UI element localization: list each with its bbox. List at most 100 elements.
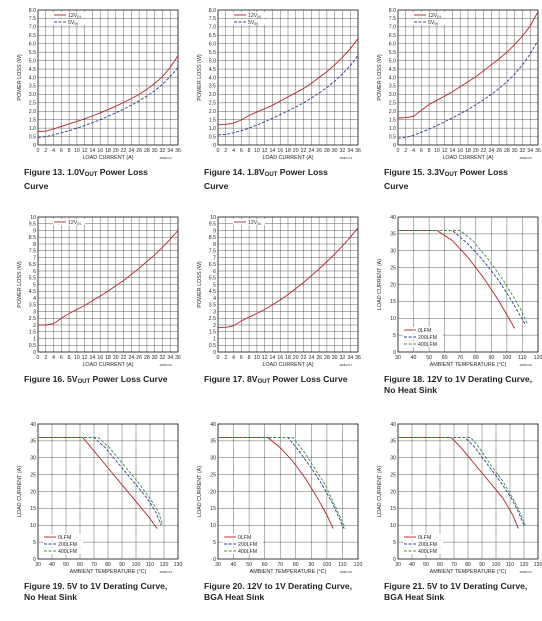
- legend-bg: [403, 341, 443, 347]
- legend-label-subscript: IN: [437, 15, 441, 19]
- figure-code: 4628A F14: [339, 156, 352, 160]
- x-tick-label: 70: [277, 562, 283, 568]
- y-tick-label: 0: [393, 557, 396, 563]
- x-tick-label: 30: [152, 148, 158, 154]
- chart-panel-fig21: 0 5 10 15 20 25 30 35 40 30 40 50 60 70 80 90 100 110 120 1…: [360, 414, 542, 621]
- y-tick-label: 4.0: [209, 75, 216, 81]
- y-tick-label: 3.5: [29, 303, 36, 309]
- y-tick-label: 1.5: [209, 117, 216, 123]
- legend-label: 200LFM: [58, 542, 77, 548]
- x-tick-label: 34: [167, 355, 173, 361]
- y-tick-label: 1.0: [29, 126, 36, 132]
- x-tick-label: 130: [174, 562, 183, 568]
- figure-title-subscript: OUT: [444, 172, 458, 178]
- x-tick-label: 10: [74, 355, 80, 361]
- y-tick-label: 30: [390, 249, 396, 255]
- y-axis-label: POWER LOSS (W): [197, 54, 203, 101]
- legend-label: 12VIN: [428, 13, 441, 19]
- y-tick-label: 6: [33, 269, 36, 275]
- x-tick-label: 70: [457, 355, 463, 361]
- legend-label: 12VIN: [248, 13, 261, 19]
- figure-title-rest: Power Loss Curve: [90, 374, 168, 384]
- legend-bg: [403, 548, 443, 554]
- y-tick-label: 40: [210, 422, 216, 428]
- x-tick-label: 10: [434, 148, 440, 154]
- x-tick-label: 22: [121, 355, 127, 361]
- y-tick-label: 15: [390, 299, 396, 305]
- x-tick-label: 2: [224, 148, 227, 154]
- series-line-5vin: [217, 55, 359, 136]
- x-tick-label: 30: [512, 148, 518, 154]
- x-tick-label: 14: [450, 148, 456, 154]
- grid: [37, 9, 179, 146]
- x-tick-label: 34: [347, 148, 353, 154]
- legend-label: 0LFM: [238, 535, 251, 541]
- y-tick-label: 4.5: [209, 67, 216, 73]
- x-tick-label: 32: [340, 355, 346, 361]
- x-tick-label: 40: [409, 562, 415, 568]
- y-tick-label: 4.0: [389, 75, 396, 81]
- series-line-0lfm: [218, 437, 334, 529]
- x-tick-label: 26: [136, 355, 142, 361]
- legend-bg: [413, 19, 445, 25]
- series-line-12vin: [38, 230, 179, 326]
- y-tick-label: 4: [33, 296, 36, 302]
- x-axis-label: LOAD CURRENT (A): [82, 155, 133, 161]
- y-tick-label: 8: [33, 242, 36, 248]
- x-tick-label: 2: [224, 355, 227, 361]
- y-tick-label: 6.5: [29, 33, 36, 39]
- x-tick-label: 22: [301, 148, 307, 154]
- y-tick-label: 7: [33, 255, 36, 261]
- x-tick-label: 36: [355, 148, 361, 154]
- series-line-12vin: [397, 11, 539, 119]
- x-tick-label: 0: [217, 148, 220, 154]
- series-line-12vin: [37, 55, 179, 132]
- plot-frame: [37, 216, 179, 353]
- x-tick-label: 22: [121, 148, 127, 154]
- legend-label: 12VIN: [68, 220, 81, 226]
- legend-label: 0LFM: [58, 535, 71, 541]
- legend-label: 200LFM: [418, 542, 437, 548]
- figure-label: Figure 21.: [384, 581, 427, 591]
- y-tick-label: 0.5: [209, 343, 216, 349]
- y-tick-label: 4.5: [389, 67, 396, 73]
- figure-title: 3.3V: [426, 167, 445, 177]
- y-tick-label: 2.0: [389, 109, 396, 115]
- x-tick-label: 16: [97, 355, 103, 361]
- x-tick-label: 20: [473, 148, 479, 154]
- x-tick-label: 100: [492, 562, 501, 568]
- x-tick-label: 110: [338, 562, 346, 568]
- x-tick-label: 34: [527, 148, 533, 154]
- legend-label: 5VIN: [68, 20, 78, 26]
- figure-title: 5V: [66, 374, 78, 384]
- grid: [397, 9, 539, 146]
- y-tick-label: 20: [30, 489, 36, 495]
- x-tick-label: 34: [167, 148, 173, 154]
- x-tick-label: 60: [437, 562, 443, 568]
- legend-label: 5VIN: [248, 20, 258, 26]
- y-tick-label: 35: [390, 232, 396, 238]
- plot-frame: [217, 216, 359, 353]
- y-tick-label: 0.5: [209, 134, 216, 140]
- y-tick-label: 3.5: [29, 84, 36, 90]
- figure-code: 4628A F17: [339, 363, 352, 367]
- x-tick-label: 8: [248, 355, 251, 361]
- x-tick-label: 14: [270, 148, 276, 154]
- x-tick-label: 20: [113, 148, 119, 154]
- y-tick-label: 4.0: [29, 75, 36, 81]
- legend-label: 400LFM: [418, 342, 437, 348]
- y-tick-label: 0: [213, 350, 216, 356]
- x-tick-label: 12: [262, 148, 268, 154]
- y-tick-label: 25: [390, 472, 396, 478]
- x-tick-label: 4: [232, 148, 235, 154]
- x-tick-label: 70: [451, 562, 457, 568]
- x-tick-label: 14: [90, 148, 96, 154]
- x-tick-label: 8: [248, 148, 251, 154]
- y-tick-label: 8.0: [29, 8, 36, 14]
- x-tick-label: 18: [285, 148, 291, 154]
- y-tick-label: 1.5: [29, 330, 36, 336]
- x-tick-label: 50: [246, 562, 252, 568]
- y-tick-label: 2.5: [29, 101, 36, 107]
- y-tick-label: 3.5: [389, 84, 396, 90]
